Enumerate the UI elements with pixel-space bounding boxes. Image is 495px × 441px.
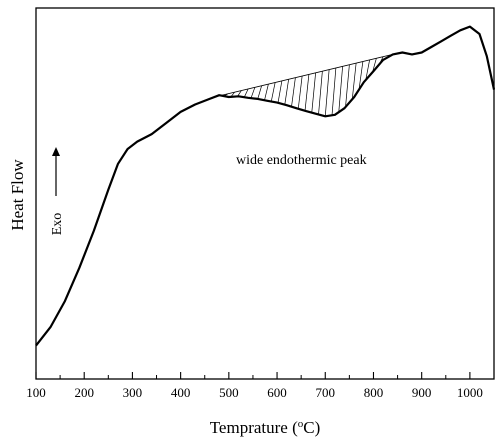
hatch-line bbox=[284, 79, 289, 105]
hatch-line bbox=[304, 74, 310, 111]
hatch-line bbox=[345, 64, 350, 108]
hatch-line bbox=[365, 59, 370, 81]
exo-label: Exo bbox=[50, 213, 65, 236]
hatch-line bbox=[311, 72, 316, 113]
x-tick-label: 300 bbox=[123, 385, 143, 400]
hatch-line bbox=[297, 76, 303, 109]
heat-flow-curve bbox=[35, 25, 495, 347]
hatch-line bbox=[243, 88, 249, 98]
hatch-line bbox=[270, 82, 276, 102]
exo-indicator: Exo bbox=[50, 147, 65, 235]
x-tick-label: 900 bbox=[412, 385, 432, 400]
hatch-line bbox=[318, 71, 323, 115]
x-ticks: 100 200 300 400 500 600 700 800 900 1000 bbox=[26, 372, 495, 400]
hatch-line bbox=[250, 87, 256, 99]
hatch-line bbox=[291, 77, 296, 107]
x-tick-label: 1000 bbox=[457, 385, 483, 400]
plot-frame bbox=[35, 7, 495, 380]
hatch-line bbox=[264, 84, 269, 101]
endothermic-hatch-region bbox=[214, 53, 393, 117]
x-tick-label: 600 bbox=[267, 385, 287, 400]
annotation-wide-endothermic-peak: wide endothermic peak bbox=[236, 153, 367, 168]
hatch-line bbox=[257, 85, 262, 99]
x-axis-label: Temprature (oC) bbox=[210, 418, 321, 437]
hatch-line bbox=[331, 67, 337, 116]
x-tick-label: 200 bbox=[74, 385, 94, 400]
x-tick-label: 800 bbox=[364, 385, 384, 400]
plot-border bbox=[35, 7, 495, 380]
series-layer bbox=[35, 25, 495, 347]
hatch-line bbox=[338, 66, 343, 113]
hatch-line bbox=[358, 61, 364, 90]
x-tick-label: 500 bbox=[219, 385, 239, 400]
exo-arrow-head bbox=[52, 147, 60, 156]
x-tick-label: 700 bbox=[316, 385, 336, 400]
hatch-line bbox=[277, 80, 283, 103]
y-axis-label: Heat Flow bbox=[8, 159, 27, 231]
hatch-line bbox=[324, 69, 330, 117]
x-tick-label: 100 bbox=[26, 385, 46, 400]
baseline-chord bbox=[214, 53, 393, 98]
hatch-line bbox=[351, 63, 357, 100]
x-tick-label: 400 bbox=[171, 385, 191, 400]
